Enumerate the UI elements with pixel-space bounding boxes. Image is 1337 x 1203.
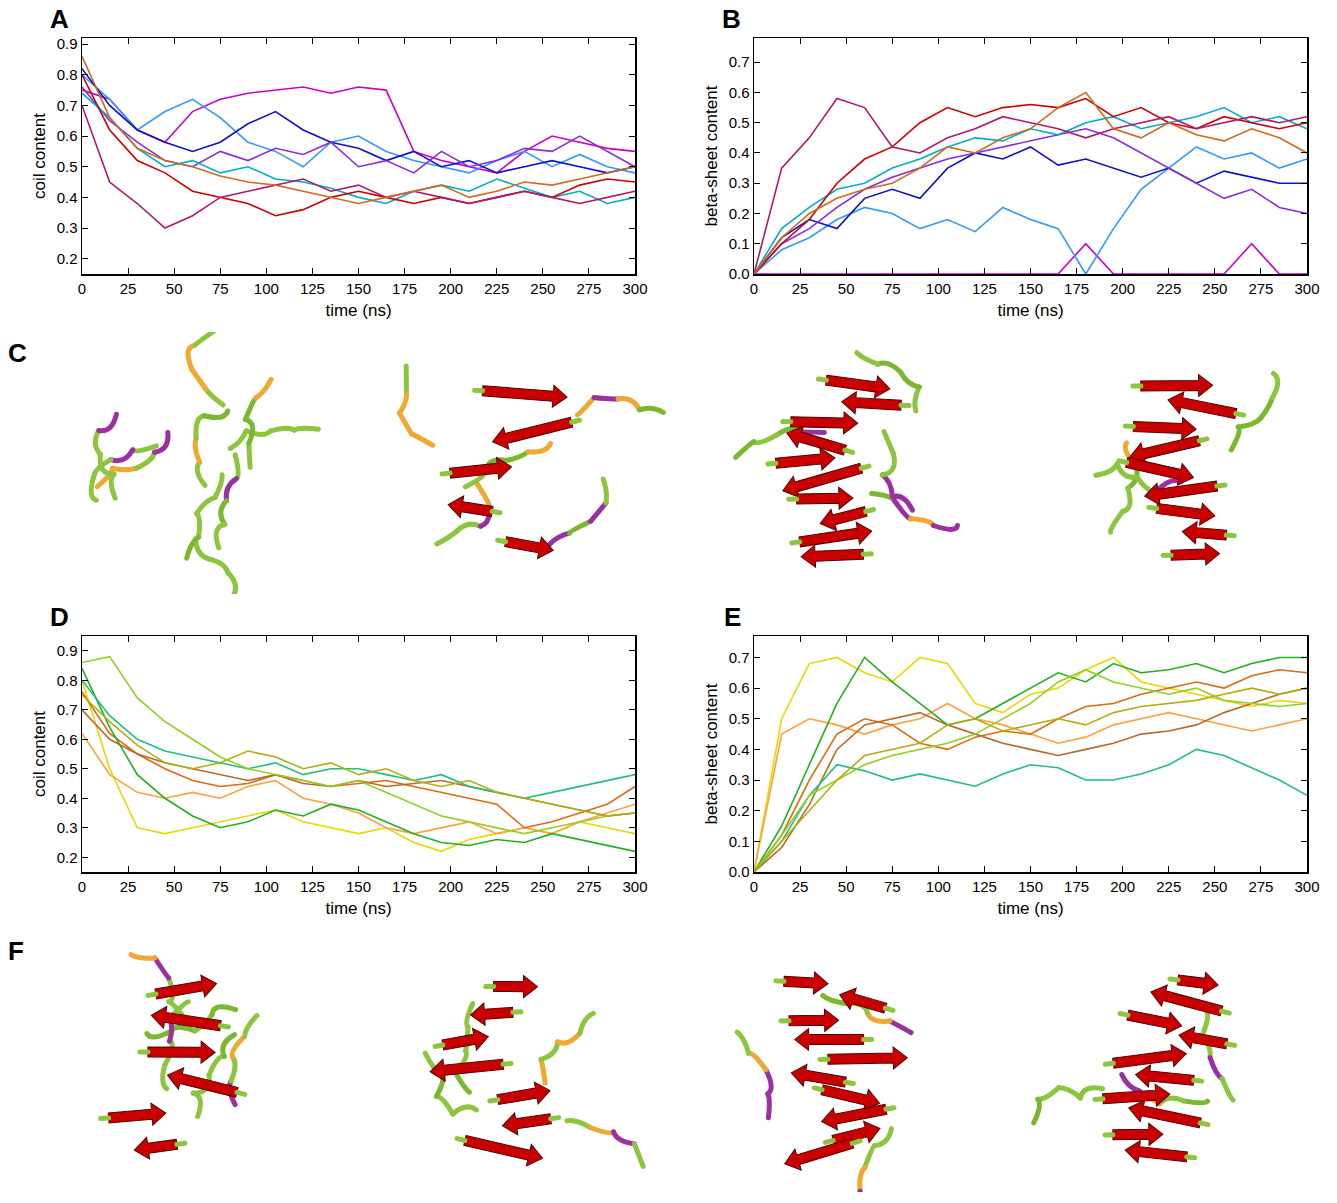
svg-text:300: 300 — [622, 878, 647, 895]
svg-text:0.2: 0.2 — [57, 849, 78, 866]
svg-text:200: 200 — [438, 878, 463, 895]
svg-text:200: 200 — [1110, 878, 1135, 895]
svg-text:0.4: 0.4 — [729, 741, 750, 758]
svg-text:0.3: 0.3 — [729, 771, 750, 788]
svg-text:0.1: 0.1 — [729, 235, 750, 252]
svg-text:beta-sheet content: beta-sheet content — [702, 683, 721, 824]
svg-text:250: 250 — [1202, 878, 1227, 895]
svg-text:225: 225 — [1156, 878, 1181, 895]
svg-text:0.4: 0.4 — [57, 189, 78, 206]
svg-text:75: 75 — [212, 280, 229, 297]
svg-text:0.5: 0.5 — [57, 760, 78, 777]
svg-text:175: 175 — [392, 878, 417, 895]
svg-text:275: 275 — [576, 878, 601, 895]
svg-text:A: A — [50, 4, 69, 34]
svg-text:0.7: 0.7 — [57, 701, 78, 718]
svg-text:0.0: 0.0 — [729, 863, 750, 880]
svg-text:0.2: 0.2 — [729, 205, 750, 222]
svg-text:25: 25 — [120, 878, 137, 895]
svg-text:150: 150 — [346, 280, 371, 297]
svg-text:beta-sheet content: beta-sheet content — [702, 85, 721, 226]
svg-text:100: 100 — [926, 280, 951, 297]
svg-text:0: 0 — [750, 280, 758, 297]
svg-text:time (ns): time (ns) — [325, 899, 391, 918]
svg-text:200: 200 — [1110, 280, 1135, 297]
svg-text:225: 225 — [484, 878, 509, 895]
svg-text:0: 0 — [750, 878, 758, 895]
svg-text:200: 200 — [438, 280, 463, 297]
svg-text:time (ns): time (ns) — [325, 301, 391, 320]
svg-text:0.8: 0.8 — [57, 672, 78, 689]
svg-text:250: 250 — [530, 280, 555, 297]
svg-text:0.9: 0.9 — [57, 35, 78, 52]
svg-text:125: 125 — [972, 280, 997, 297]
svg-text:175: 175 — [392, 280, 417, 297]
svg-text:0.7: 0.7 — [57, 97, 78, 114]
svg-text:175: 175 — [1064, 878, 1089, 895]
svg-text:0.7: 0.7 — [729, 53, 750, 70]
svg-text:0.3: 0.3 — [57, 819, 78, 836]
svg-text:0.5: 0.5 — [729, 114, 750, 131]
svg-text:125: 125 — [300, 878, 325, 895]
svg-text:225: 225 — [1156, 280, 1181, 297]
svg-text:time (ns): time (ns) — [997, 301, 1063, 320]
svg-text:75: 75 — [212, 878, 229, 895]
svg-text:coil content: coil content — [30, 711, 49, 797]
svg-text:0.2: 0.2 — [57, 250, 78, 267]
svg-text:F: F — [8, 936, 24, 966]
svg-text:0.7: 0.7 — [729, 649, 750, 666]
svg-text:0.5: 0.5 — [57, 158, 78, 175]
svg-text:150: 150 — [346, 878, 371, 895]
svg-text:0.4: 0.4 — [729, 144, 750, 161]
svg-text:0.4: 0.4 — [57, 790, 78, 807]
svg-text:time (ns): time (ns) — [997, 899, 1063, 918]
svg-text:0.2: 0.2 — [729, 802, 750, 819]
svg-text:0.6: 0.6 — [57, 127, 78, 144]
svg-text:300: 300 — [1294, 878, 1319, 895]
svg-text:25: 25 — [792, 280, 809, 297]
svg-text:0.8: 0.8 — [57, 66, 78, 83]
svg-text:50: 50 — [838, 280, 855, 297]
svg-text:300: 300 — [1294, 280, 1319, 297]
svg-text:275: 275 — [1248, 280, 1273, 297]
svg-text:125: 125 — [972, 878, 997, 895]
svg-text:50: 50 — [166, 280, 183, 297]
svg-text:0: 0 — [78, 878, 86, 895]
svg-text:0.6: 0.6 — [729, 679, 750, 696]
svg-text:0: 0 — [78, 280, 86, 297]
svg-text:0.5: 0.5 — [729, 710, 750, 727]
svg-text:300: 300 — [622, 280, 647, 297]
svg-text:D: D — [50, 602, 69, 632]
svg-text:75: 75 — [884, 878, 901, 895]
svg-text:50: 50 — [166, 878, 183, 895]
svg-text:100: 100 — [926, 878, 951, 895]
svg-text:0.3: 0.3 — [57, 219, 78, 236]
svg-text:150: 150 — [1018, 280, 1043, 297]
svg-text:250: 250 — [1202, 280, 1227, 297]
svg-text:0.6: 0.6 — [57, 731, 78, 748]
svg-text:0.9: 0.9 — [57, 642, 78, 659]
svg-text:E: E — [724, 602, 741, 632]
svg-text:0.6: 0.6 — [729, 84, 750, 101]
svg-text:100: 100 — [254, 280, 279, 297]
svg-text:0.0: 0.0 — [729, 265, 750, 282]
svg-text:C: C — [8, 338, 27, 368]
svg-text:25: 25 — [120, 280, 137, 297]
svg-text:0.1: 0.1 — [729, 833, 750, 850]
svg-text:25: 25 — [792, 878, 809, 895]
svg-text:225: 225 — [484, 280, 509, 297]
svg-text:coil content: coil content — [30, 113, 49, 199]
svg-text:275: 275 — [576, 280, 601, 297]
svg-text:125: 125 — [300, 280, 325, 297]
svg-text:B: B — [722, 4, 741, 34]
svg-text:275: 275 — [1248, 878, 1273, 895]
svg-text:75: 75 — [884, 280, 901, 297]
svg-text:100: 100 — [254, 878, 279, 895]
svg-text:50: 50 — [838, 878, 855, 895]
svg-text:150: 150 — [1018, 878, 1043, 895]
svg-text:0.3: 0.3 — [729, 174, 750, 191]
svg-text:250: 250 — [530, 878, 555, 895]
svg-text:175: 175 — [1064, 280, 1089, 297]
